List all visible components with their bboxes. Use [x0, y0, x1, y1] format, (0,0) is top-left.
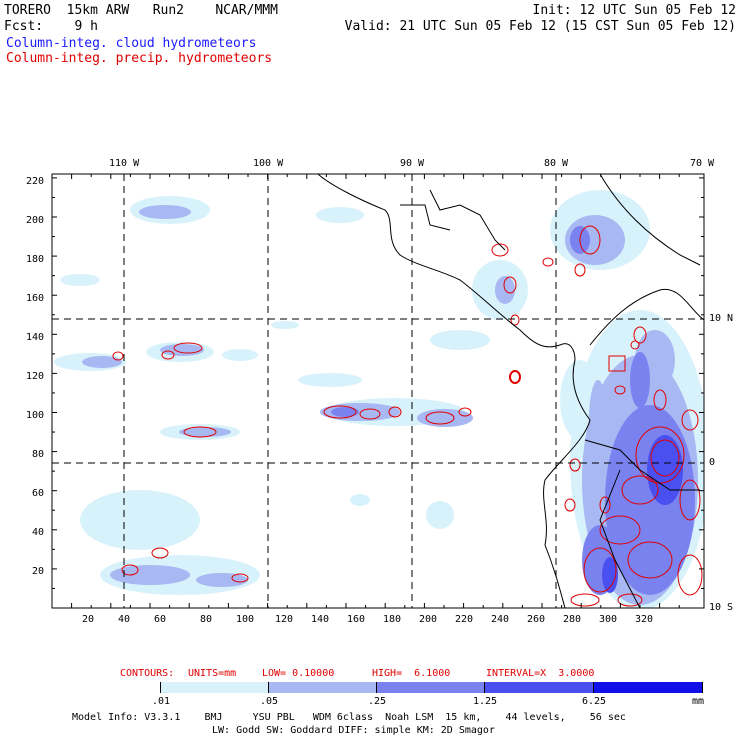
- x-tick-40: 40: [118, 614, 131, 625]
- lon-label-110w: 110 W: [109, 158, 140, 169]
- model-info-physics: LW: Godd SW: Goddard DIFF: simple KM: 2D…: [212, 725, 495, 736]
- contours-high: HIGH= 6.1000: [372, 668, 451, 679]
- cloud-heavy-fill: [602, 435, 683, 593]
- map-plot-area: [54, 174, 704, 608]
- colorbar-box-5: [594, 682, 703, 693]
- y-tick-60: 60: [32, 488, 45, 499]
- x-tick-160: 160: [347, 614, 366, 625]
- lat-label-10s: 10 S: [709, 602, 734, 613]
- y-tick-160: 160: [26, 293, 45, 304]
- x-tick-20: 20: [82, 614, 95, 625]
- colorbar-box-0: [52, 682, 161, 693]
- legend-precip: Column-integ. precip. hydrometeors: [6, 51, 273, 66]
- lat-label-10n: 10 N: [709, 313, 734, 324]
- x-tick-200: 200: [419, 614, 438, 625]
- colorbar-box-2: [269, 682, 377, 693]
- legend-cloud: Column-integ. cloud hydrometeors: [6, 36, 257, 51]
- colorbar-label-2: .25: [367, 696, 387, 707]
- y-tick-200: 200: [26, 215, 45, 226]
- model-info: Model Info: V3.3.1 BMJ YSU PBL WDM 6clas…: [72, 712, 626, 723]
- y-tick-40: 40: [32, 527, 45, 538]
- x-tick-300: 300: [599, 614, 618, 625]
- contours-units: UNITS=mm: [188, 668, 237, 679]
- x-tick-180: 180: [383, 614, 402, 625]
- x-tick-140: 140: [311, 614, 330, 625]
- plot-frame: [51, 173, 705, 609]
- lat-label-0: 0: [709, 457, 716, 468]
- latlon-grid: [52, 174, 704, 608]
- colorbar-box-4: [485, 682, 594, 693]
- valid-time: Valid: 21 UTC Sun 05 Feb 12 (15 CST Sun …: [344, 19, 736, 34]
- colorbar-units: mm: [692, 696, 705, 707]
- y-tick-140: 140: [26, 332, 45, 343]
- lon-label-100w: 100 W: [253, 158, 284, 169]
- lon-label-90w: 90 W: [400, 158, 425, 169]
- colorbar-label-3: 1.25: [472, 696, 498, 707]
- precip-contours: [112, 225, 703, 607]
- y-tick-20: 20: [32, 566, 45, 577]
- colorbar-box-3: [377, 682, 485, 693]
- lon-label-70w: 70 W: [690, 158, 715, 169]
- contours-label: CONTOURS:: [120, 668, 175, 679]
- contours-interval: INTERVAL=X 3.0000: [486, 668, 595, 679]
- y-tick-100: 100: [26, 410, 45, 421]
- x-tick-220: 220: [455, 614, 474, 625]
- x-tick-80: 80: [200, 614, 213, 625]
- y-tick-220: 220: [26, 176, 45, 187]
- header-title: TORERO 15km ARW Run2 NCAR/MMM: [4, 3, 278, 18]
- x-tick-280: 280: [563, 614, 582, 625]
- y-tick-180: 180: [26, 254, 45, 265]
- x-tick-320: 320: [635, 614, 654, 625]
- x-tick-120: 120: [275, 614, 294, 625]
- colorbar-label-0: .01: [151, 696, 171, 707]
- colorbar-box-1: [161, 682, 269, 693]
- axis-ticks: [51, 174, 704, 609]
- colorbar-label-4: 6.25: [581, 696, 607, 707]
- forecast-hour: Fcst: 9 h: [4, 19, 98, 34]
- y-tick-80: 80: [32, 449, 45, 460]
- x-tick-60: 60: [154, 614, 167, 625]
- lon-label-80w: 80 W: [544, 158, 569, 169]
- init-time: Init: 12 UTC Sun 05 Feb 12: [532, 3, 737, 18]
- y-tick-120: 120: [26, 371, 45, 382]
- colorbar-label-1: .05: [259, 696, 279, 707]
- x-tick-240: 240: [491, 614, 510, 625]
- x-tick-100: 100: [236, 614, 255, 625]
- contours-low: LOW= 0.10000: [262, 668, 335, 679]
- x-tick-260: 260: [527, 614, 546, 625]
